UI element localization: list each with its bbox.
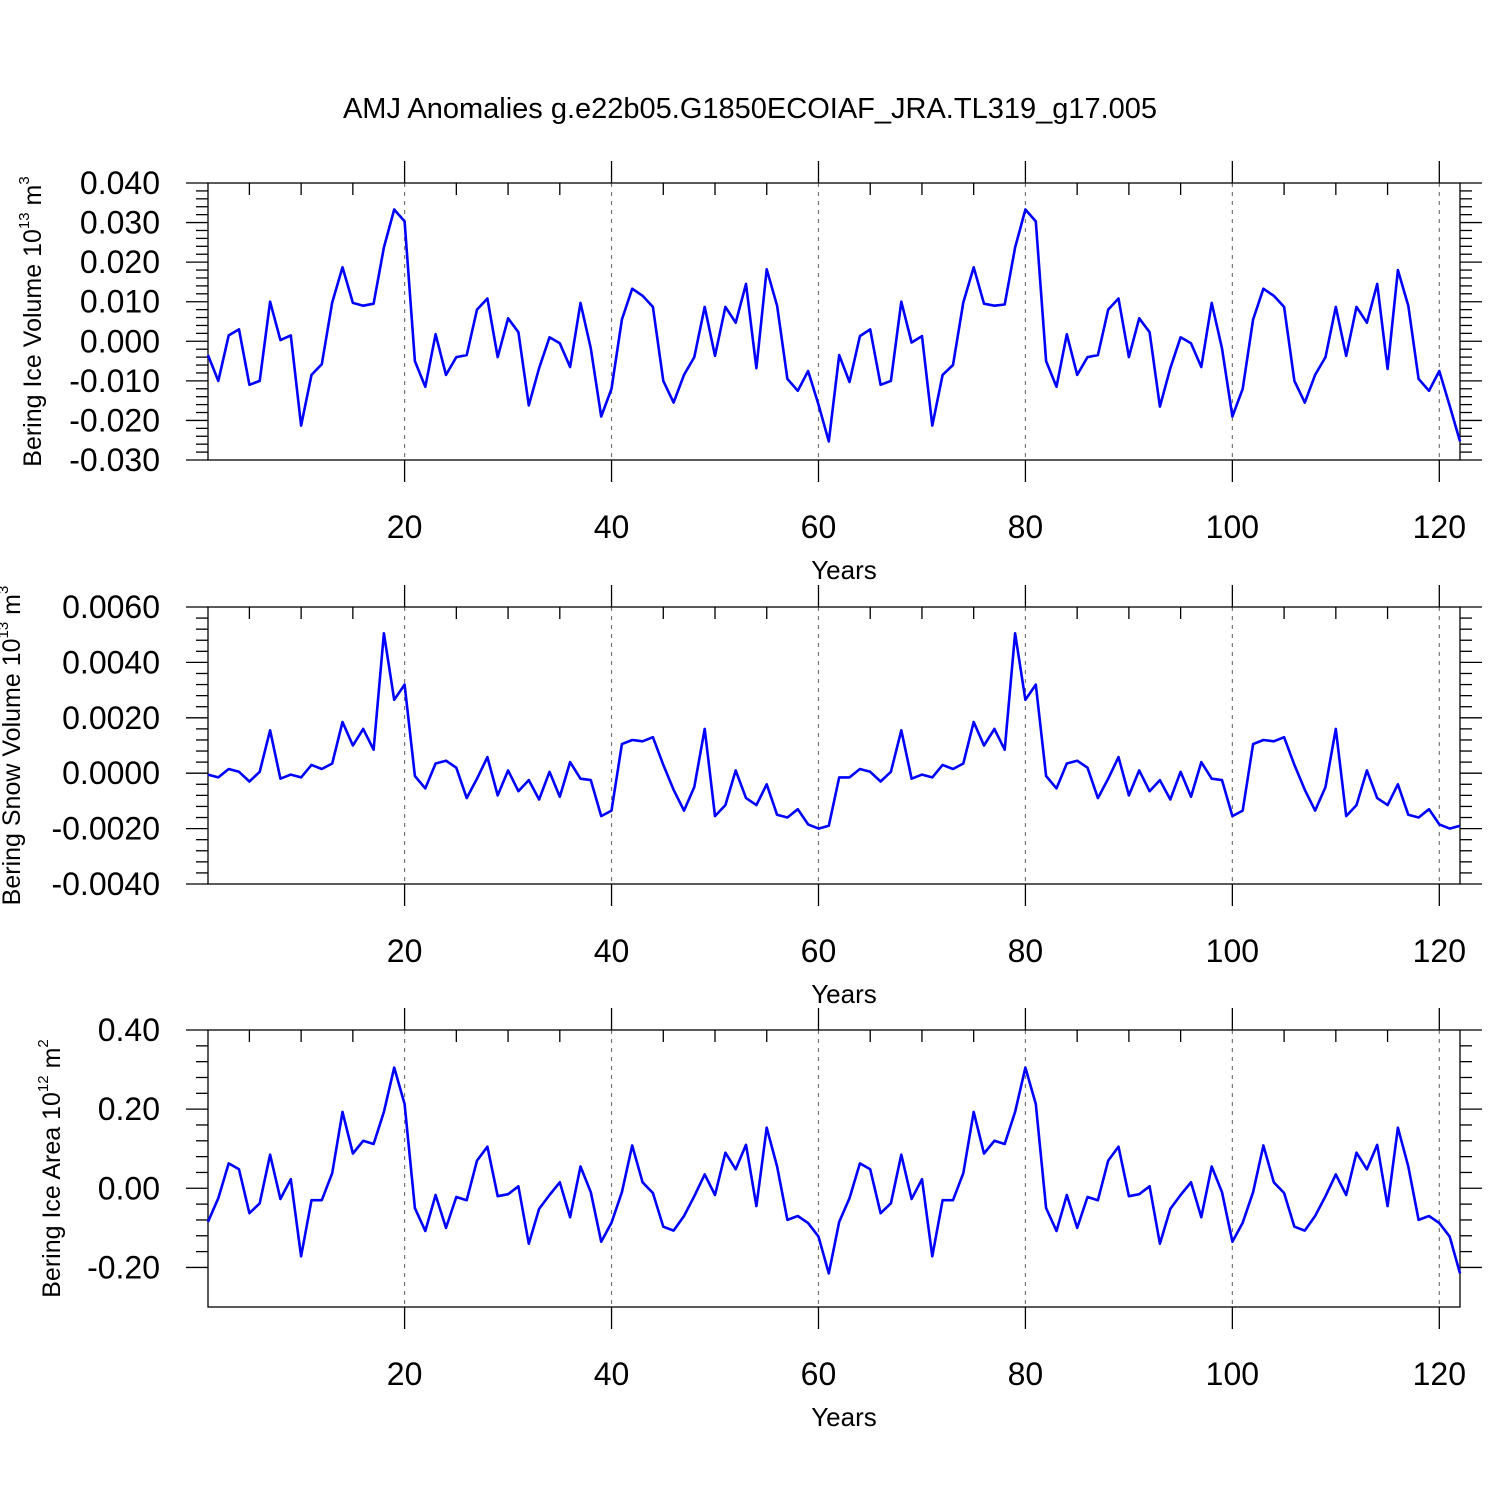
y-axis-label-unit: m [0, 594, 26, 622]
x-tick-label: 60 [801, 933, 837, 969]
plot-frame [207, 606, 1461, 885]
series-line [206, 1066, 1462, 1275]
x-tick-label: 40 [594, 1356, 630, 1392]
y-tick-label: -0.020 [69, 402, 160, 438]
y-axis-label-exponent: 12 [35, 1075, 52, 1092]
x-tick-label: 120 [1413, 509, 1466, 545]
x-tick-label: 100 [1206, 933, 1259, 969]
y-axis-label-text: Bering Ice Volume 10 [19, 229, 47, 467]
y-axis-label-unit: m [19, 185, 47, 213]
x-tick-label: 40 [594, 933, 630, 969]
y-tick-label: 0.40 [98, 1012, 160, 1048]
y-tick-label: 0.0060 [62, 589, 160, 625]
x-axis-label: Years [811, 1402, 877, 1432]
y-tick-label: -0.20 [87, 1249, 160, 1285]
y-axis-label-unit: m [38, 1048, 66, 1076]
plot-frame [207, 1029, 1461, 1308]
y-tick-label: 0.000 [80, 323, 160, 359]
y-axis-label-text: Bering Snow Volume 10 [0, 638, 26, 905]
figure-title: AMJ Anomalies g.e22b05.G1850ECOIAF_JRA.T… [343, 93, 1157, 125]
y-axis-label-text: Bering Ice Area 10 [38, 1092, 66, 1298]
y-tick-label: 0.0000 [62, 755, 160, 791]
x-tick-label: 120 [1413, 1356, 1466, 1392]
y-axis-label-unit-exponent: 3 [16, 176, 33, 184]
y-tick-label: 0.010 [80, 284, 160, 320]
chart-panel-3: 20 40 60 80 100 120 -0.20 0.00 0.20 0.40 Years Beri… [35, 1008, 1482, 1432]
panels: 20 40 60 80 100 120-0.030-0.020-0.0100.0000.0… [0, 161, 1482, 1432]
x-tick-label: 20 [387, 509, 423, 545]
y-tick-label: 0.040 [80, 165, 160, 201]
series-line [207, 631, 1461, 830]
x-tick-label: 20 [387, 1356, 423, 1392]
y-axis-label-exponent: 13 [16, 212, 33, 229]
chart-panel-1: 20 40 60 80 100 120-0.030-0.020-0.0100.0000.0… [16, 161, 1482, 585]
chart-panel-2: 20 40 60 80 100 120 -0.0040 -0.0020 0.0000 0.0020… [0, 585, 1482, 1009]
x-tick-label: 60 [801, 1356, 837, 1392]
y-tick-label: 0.20 [98, 1091, 160, 1127]
y-tick-label: 0.0040 [62, 644, 160, 680]
x-tick-label: 120 [1413, 933, 1466, 969]
y-axis-label: Bering Ice Volume 1013 m3 [16, 176, 48, 466]
x-tick-label: 80 [1008, 1356, 1044, 1392]
y-tick-label: 0.00 [98, 1170, 160, 1206]
plot-frame [207, 182, 1461, 461]
y-tick-label: 0.0020 [62, 700, 160, 736]
x-tick-label: 80 [1008, 933, 1044, 969]
y-axis-label: Bering Ice Area 1012 m2 [35, 1039, 67, 1298]
x-tick-label: 100 [1206, 509, 1259, 545]
x-tick-label: 40 [594, 509, 630, 545]
y-tick-label: -0.010 [69, 363, 160, 399]
y-axis-label-unit-exponent: 3 [0, 586, 12, 594]
x-tick-label: 80 [1008, 509, 1044, 545]
x-axis-label: Years [811, 979, 877, 1009]
x-tick-label: 60 [801, 509, 837, 545]
y-tick-label: -0.030 [69, 442, 160, 478]
series-line [206, 208, 1462, 443]
x-tick-label: 20 [387, 933, 423, 969]
y-tick-label: 0.020 [80, 244, 160, 280]
y-axis-label-exponent: 13 [0, 622, 12, 639]
y-tick-label: -0.0020 [51, 811, 160, 847]
x-axis-label: Years [811, 555, 877, 585]
y-tick-label: -0.0040 [51, 866, 160, 902]
y-tick-label: 0.030 [80, 205, 160, 241]
y-axis-label-unit-exponent: 2 [35, 1039, 52, 1047]
y-axis-label: Bering Snow Volume 1013 m3 [0, 586, 26, 906]
x-tick-label: 100 [1206, 1356, 1259, 1392]
